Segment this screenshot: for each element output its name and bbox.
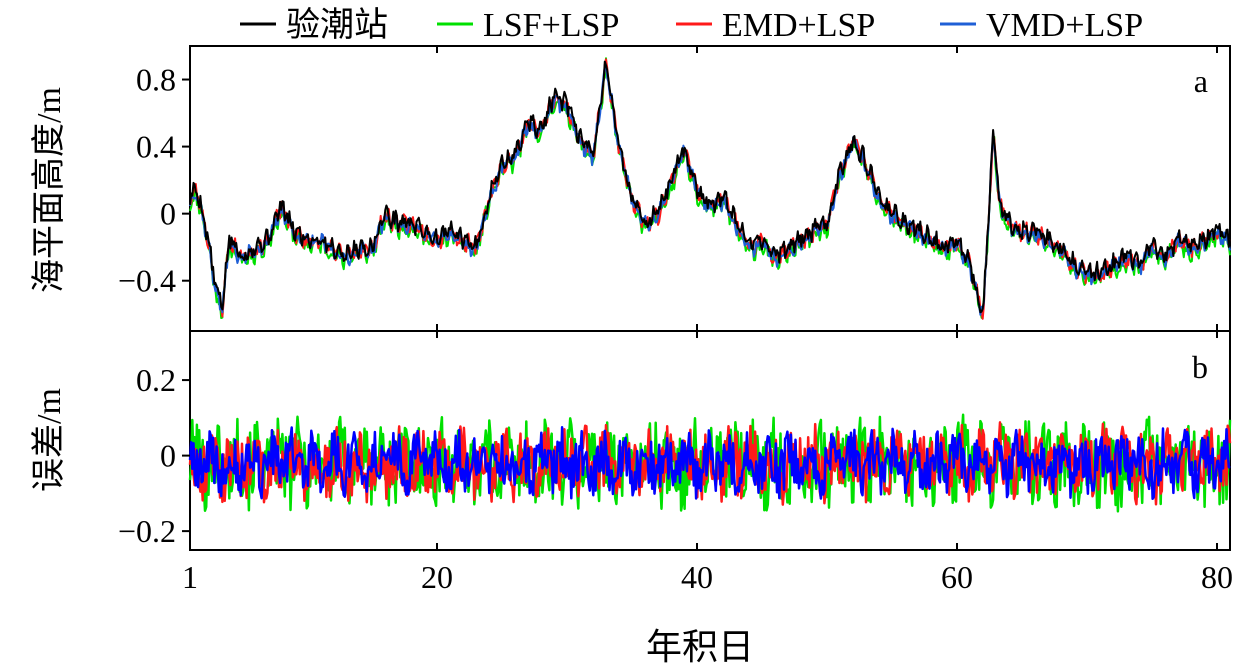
x-tick-label: 60 [941,559,973,595]
panel-a-series [189,57,1231,320]
y-tick-label: 0.4 [136,129,176,165]
panel-a-x-ticks [189,46,1218,331]
panel-b-y-ticks: 0.2 0 −0.2 [118,362,190,549]
panel-b-x-ticks [189,331,1218,550]
panel-b-label: b [1192,349,1208,385]
panel-a-y-ticks: 0.8 0.4 0 −0.4 [118,62,190,299]
x-tick-label: 1 [182,559,198,595]
y-tick-label: 0.8 [136,62,176,98]
panel-b-series [188,413,1232,513]
x-tick-label: 40 [681,559,713,595]
legend-label-lsf-lsp: LSF+LSP [483,7,619,44]
y-tick-label: 0 [160,438,176,474]
panel-a-label: a [1194,63,1208,99]
x-tick-label: 80 [1201,559,1233,595]
legend-label-emd-lsp: EMD+LSP [722,7,875,44]
line-lsf-lsp [189,57,1231,319]
legend: 验潮站 LSF+LSP EMD+LSP VMD+LSP [240,6,1143,44]
x-tick-label: 20 [421,559,453,595]
legend-label-vmd-lsp: VMD+LSP [986,7,1143,44]
line-vmd-lsp [189,64,1231,316]
panel-b-y-axis-label: 误差/m [30,388,68,492]
y-tick-label: −0.2 [118,513,176,549]
line-tide-station [189,60,1231,314]
panel-a-frame [189,45,1231,332]
y-tick-label: 0 [160,196,176,232]
legend-label-tide-station: 验潮站 [286,6,388,44]
panel-a: 0.8 0.4 0 −0.4 a 海平面高度/m [30,45,1231,332]
error-line-vmd-lsp [188,426,1231,501]
y-tick-label: 0.2 [136,362,176,398]
line-emd-lsp [189,58,1231,320]
y-tick-label: −0.4 [118,263,176,299]
x-axis-tick-labels: 1 20 40 60 80 [182,559,1233,595]
x-axis-label: 年积日 [646,627,754,667]
panel-b: 0.2 0 −0.2 b 误差/m [30,330,1232,551]
panel-a-y-axis-label: 海平面高度/m [30,87,68,293]
